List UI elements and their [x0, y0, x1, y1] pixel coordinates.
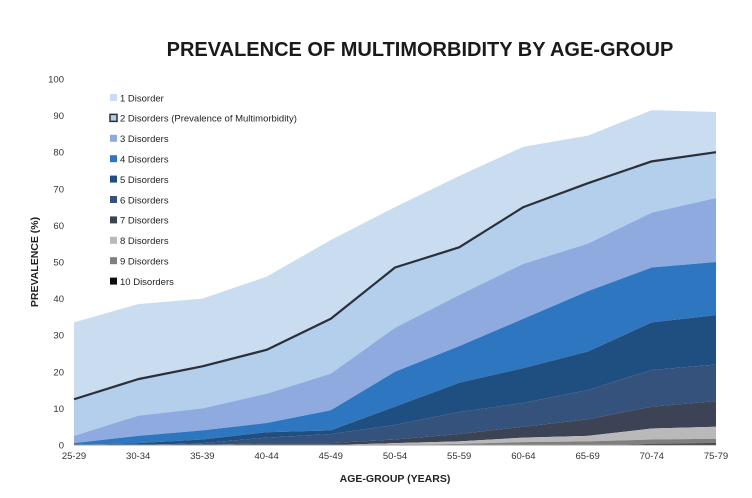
- legend-entry-label: 9 Disorders: [120, 257, 169, 268]
- multimorbidity-outline-group: [73, 151, 717, 401]
- y-tick-label: 30: [53, 331, 64, 342]
- x-tick-label: 35-39: [190, 451, 214, 462]
- area-8-disorders: [74, 426, 716, 445]
- area-4-disorders: [74, 262, 716, 445]
- x-tick-label: 45-49: [319, 451, 343, 462]
- legend-entry-label: 3 Disorders: [120, 134, 169, 145]
- y-tick-labels: 0 10 20 30 40 50 60 70 80 90 100: [48, 75, 64, 452]
- area-5-disorders: [74, 315, 716, 445]
- y-tick-label: 60: [53, 221, 64, 232]
- y-tick-label: 70: [53, 184, 64, 195]
- area-3-disorders: [74, 197, 716, 444]
- x-tick-label: 70-74: [640, 451, 664, 462]
- area-6-disorders: [74, 364, 716, 445]
- y-tick-label: 90: [53, 111, 64, 122]
- y-tick-label: 20: [53, 367, 64, 378]
- legend-entry-label: 2 Disorders (Prevalence of Multimorbidit…: [120, 114, 297, 125]
- multimorbidity-line: [73, 151, 717, 401]
- area-7-disorders: [74, 401, 716, 445]
- y-tick-label: 80: [53, 148, 64, 159]
- x-tick-label: 75-79: [704, 451, 728, 462]
- y-tick-label: 50: [53, 258, 64, 269]
- legend-entry-label: 10 Disorders: [120, 277, 174, 288]
- x-tick-label: 40-44: [254, 451, 278, 462]
- x-tick-label: 50-54: [383, 451, 407, 462]
- area-series-group: [74, 110, 716, 445]
- x-axis-label: AGE-GROUP (YEARS): [340, 473, 451, 485]
- y-tick-label: 0: [59, 441, 64, 452]
- area-9-disorders: [74, 438, 716, 445]
- x-tick-labels: 25-29 30-34 35-39 40-44 45-49 50-54 55-59 60-64…: [62, 451, 728, 462]
- legend-swatch: [109, 113, 118, 123]
- x-tick-label: 55-59: [447, 451, 471, 462]
- legend-swatch: [110, 134, 117, 142]
- y-tick-label: 10: [53, 404, 64, 415]
- legend-entry-label: 1 Disorder: [120, 93, 164, 104]
- y-tick-label: 100: [48, 75, 64, 86]
- legend-swatch: [110, 257, 117, 265]
- x-tick-label: 65-69: [575, 451, 599, 462]
- x-tick-label: 60-64: [511, 451, 535, 462]
- legend-swatch: [110, 175, 117, 183]
- legend-entry-label: 5 Disorders: [120, 175, 169, 186]
- legend-swatch: [110, 155, 117, 163]
- y-axis-label: PREVALENCE (%): [29, 217, 41, 307]
- legend-swatch: [110, 94, 117, 101]
- legend-swatch: [110, 196, 117, 203]
- x-tick-label: 30-34: [126, 451, 150, 462]
- area-2-disorders: [74, 152, 716, 436]
- chart-title: PREVALENCE OF MULTIMORBIDITY BY AGE-GROU…: [167, 39, 674, 61]
- legend-swatch: [110, 236, 117, 244]
- legend-entry-label: 7 Disorders: [120, 216, 169, 227]
- legend-entry-label: 6 Disorders: [120, 195, 169, 206]
- legend-entry-label: 8 Disorders: [120, 236, 169, 247]
- legend-swatch: [110, 277, 117, 285]
- legend-entry-label: 4 Disorders: [120, 155, 169, 166]
- area-1-disorders: [74, 110, 716, 400]
- y-tick-label: 40: [53, 294, 64, 305]
- legend-swatch: [110, 216, 117, 224]
- x-tick-label: 25-29: [62, 451, 86, 462]
- legend: 1 Disorder 2 Disorders (Prevalence of Mul…: [109, 93, 297, 288]
